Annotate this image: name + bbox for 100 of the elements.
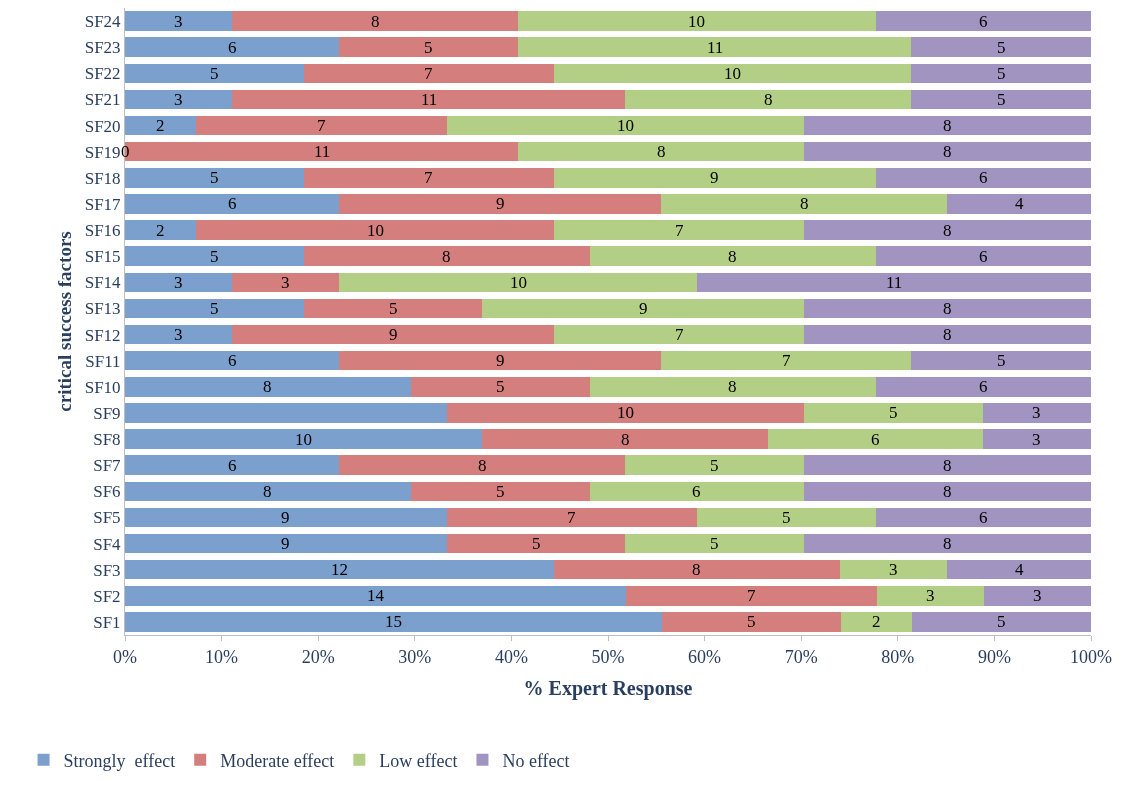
annotation: 2	[156, 116, 165, 135]
annotation: 8	[657, 142, 666, 161]
y-tick-label: SF16	[84, 221, 121, 241]
annotation: 9	[710, 168, 719, 187]
bar	[626, 586, 877, 606]
bar	[125, 586, 627, 606]
annotation: 8	[764, 90, 773, 109]
annotation: 5	[424, 38, 433, 57]
annotation: 3	[1032, 430, 1041, 449]
bar	[911, 89, 1091, 110]
bar	[804, 115, 1091, 136]
bar	[625, 455, 805, 475]
annotation: 9	[496, 194, 505, 213]
annotation: 8	[943, 534, 952, 553]
annotation: 6	[979, 12, 988, 31]
annotation: 5	[496, 377, 505, 396]
bar	[553, 63, 912, 84]
annotation: 5	[210, 247, 219, 266]
annotation: 3	[889, 560, 898, 579]
annotation: 5	[710, 456, 719, 475]
bar	[589, 377, 876, 397]
bar	[303, 298, 483, 319]
annotation: 10	[688, 12, 705, 31]
annotation: 5	[997, 64, 1006, 83]
bar	[303, 168, 554, 188]
annotation: 8	[442, 247, 451, 266]
annotation: 7	[567, 508, 576, 527]
y-tick-label: SF1	[93, 612, 121, 632]
annotation: 5	[997, 38, 1006, 57]
annotation: 8	[800, 194, 809, 213]
bar	[553, 220, 805, 240]
annotation: 6	[692, 482, 701, 501]
bar	[125, 272, 233, 293]
annotation: 4	[1015, 560, 1024, 579]
bar	[553, 168, 876, 188]
bar	[983, 586, 1091, 606]
annotation: 6	[979, 247, 988, 266]
bar	[589, 481, 805, 502]
annotation: 8	[728, 377, 737, 396]
bar	[625, 89, 912, 110]
bar	[696, 507, 876, 528]
annotation: 8	[728, 247, 737, 266]
bar	[232, 11, 519, 31]
x-tick-label: 20%	[301, 646, 335, 667]
annotation: 3	[174, 273, 183, 292]
bar	[232, 324, 554, 345]
bar	[339, 194, 662, 214]
annotation: 11	[314, 142, 331, 161]
bar	[804, 533, 1091, 554]
annotation: 7	[675, 325, 684, 344]
annotation: 7	[424, 168, 433, 187]
bar	[303, 63, 554, 84]
annotation: 8	[943, 325, 952, 344]
bar	[196, 115, 447, 136]
bar	[125, 220, 197, 240]
y-tick-label: SF12	[84, 325, 121, 345]
bar	[125, 559, 554, 580]
bar	[804, 298, 1091, 319]
bar	[446, 115, 805, 136]
y-tick-label: SF14	[84, 273, 122, 293]
y-tick-label: SF13	[84, 299, 121, 319]
annotation: 7	[317, 116, 326, 135]
annotation: 8	[943, 456, 952, 475]
y-tick-label: SF17	[84, 194, 122, 214]
bar	[125, 533, 447, 554]
bar	[125, 246, 304, 266]
annotation: 10	[295, 430, 312, 449]
bar	[125, 89, 233, 110]
annotation: 7	[782, 351, 791, 370]
annotation: 15	[385, 612, 402, 631]
bar	[339, 350, 662, 371]
annotation: 9	[281, 508, 290, 527]
bar	[125, 455, 340, 475]
annotation: 5	[496, 482, 505, 501]
annotation: 6	[979, 168, 988, 187]
annotation: 8	[478, 456, 487, 475]
bar	[589, 246, 876, 266]
bar	[982, 403, 1091, 423]
bar	[911, 350, 1091, 371]
y-tick-label: SF7	[93, 456, 122, 476]
annotation: 7	[675, 221, 684, 240]
bar	[125, 37, 340, 57]
bar	[662, 612, 841, 632]
y-tick-label: SF8	[93, 430, 121, 450]
annotation: 2	[156, 221, 165, 240]
annotation: 12	[331, 560, 348, 579]
bar	[125, 324, 233, 345]
bar	[303, 246, 590, 266]
annotation: 10	[617, 403, 634, 422]
annotation: 0	[121, 142, 130, 161]
annotation: 10	[617, 116, 634, 135]
annotation: 9	[281, 534, 290, 553]
annotation: 5	[997, 351, 1006, 370]
y-tick-label: SF3	[93, 560, 121, 580]
y-axis-title: critical success factors	[53, 231, 75, 412]
annotation: 8	[943, 142, 952, 161]
bar	[232, 272, 340, 293]
bar	[446, 403, 805, 423]
annotation: 10	[367, 221, 384, 240]
bar	[518, 141, 805, 162]
